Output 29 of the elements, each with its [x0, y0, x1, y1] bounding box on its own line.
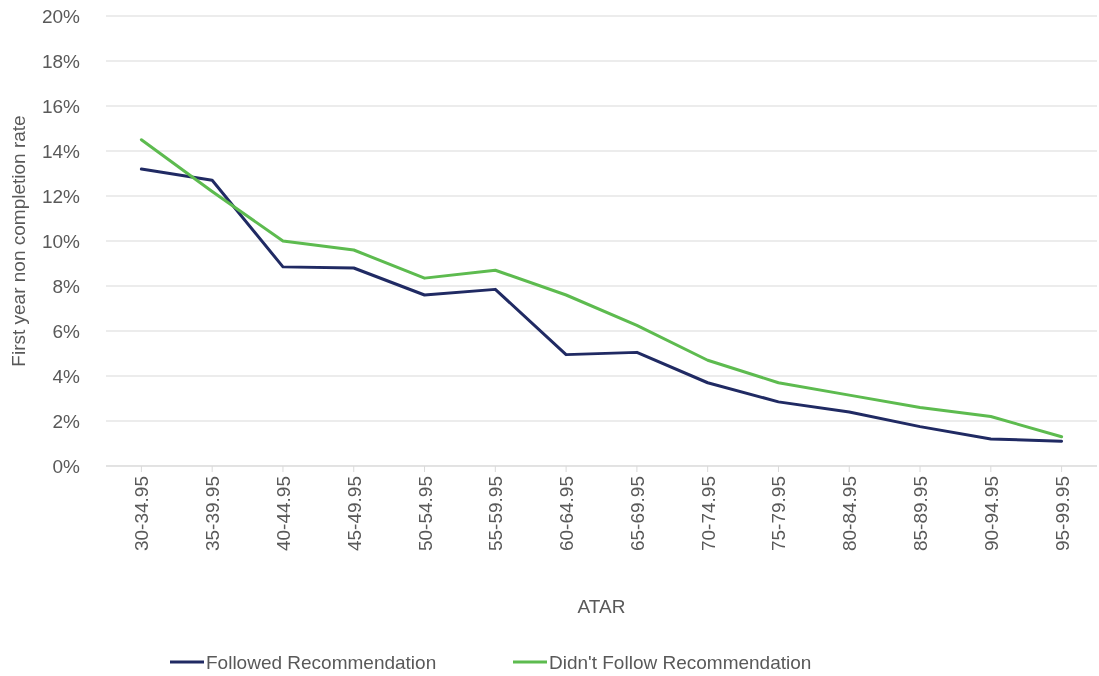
x-tick-label: 70-74.95: [697, 476, 719, 552]
y-tick-label: 8%: [52, 275, 81, 297]
legend-label: Followed Recommendation: [206, 651, 437, 673]
y-tick-label: 6%: [52, 320, 81, 342]
y-tick-label: 0%: [52, 455, 81, 477]
y-axis-title: First year non completion rate: [8, 115, 29, 367]
legend-label: Didn't Follow Recommendation: [549, 651, 812, 673]
y-tick-label: 18%: [41, 50, 81, 72]
x-tick-label: 35-39.95: [202, 476, 224, 552]
x-tick-label: 95-99.95: [1051, 476, 1073, 552]
x-tick-label: 45-49.95: [343, 476, 365, 552]
x-tick-label: 90-94.95: [980, 476, 1002, 552]
x-tick-label: 30-34.95: [131, 476, 153, 552]
x-tick-label: 65-69.95: [626, 476, 648, 552]
y-tick-label: 16%: [41, 95, 81, 117]
x-tick-label: 55-59.95: [485, 476, 507, 552]
x-tick-label: 60-64.95: [556, 476, 578, 552]
x-tick-label: 50-54.95: [414, 476, 436, 552]
x-tick-label: 75-79.95: [768, 476, 790, 552]
x-axis-title: ATAR: [577, 596, 626, 617]
x-tick-label: 80-84.95: [839, 476, 861, 552]
y-tick-label: 14%: [41, 140, 81, 162]
y-tick-label: 2%: [52, 410, 81, 432]
y-tick-label: 4%: [52, 365, 81, 387]
y-tick-label: 20%: [41, 5, 81, 27]
x-tick-label: 85-89.95: [910, 476, 932, 552]
y-tick-label: 10%: [41, 230, 81, 252]
x-tick-label: 40-44.95: [272, 476, 294, 552]
y-tick-label: 12%: [41, 185, 81, 207]
